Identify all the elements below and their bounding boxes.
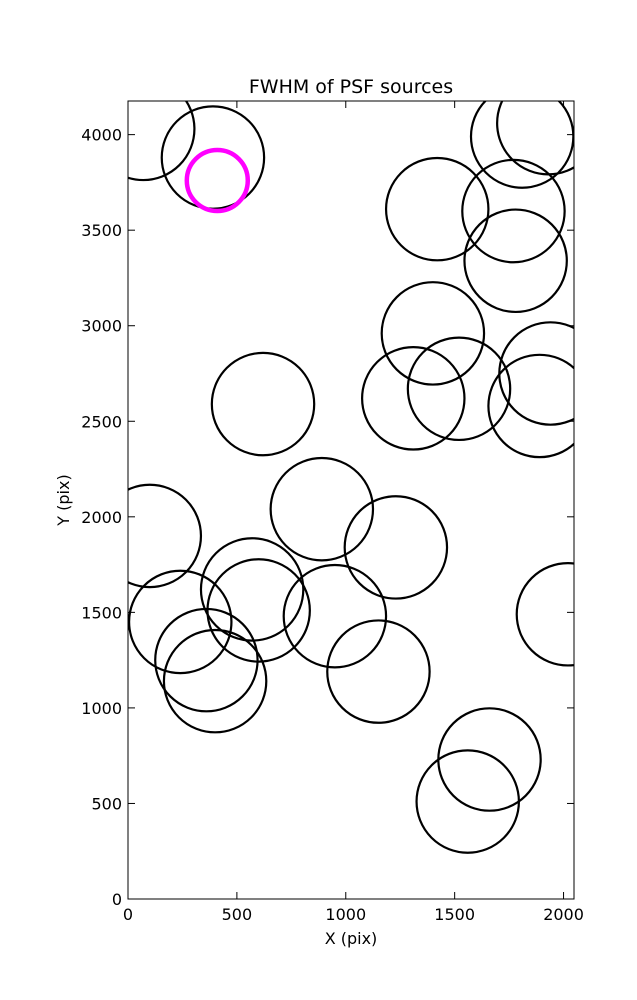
plot-markers [128,101,574,854]
psf-source-marker [469,101,574,189]
psf-source-marker [128,483,203,589]
x-tick-label: 2000 [543,905,584,924]
psf-source-marker [487,353,574,459]
psf-source-marker [269,456,375,562]
y-tick-label: 3000 [81,317,122,336]
psf-source-marker [461,158,566,264]
y-tick-label: 1500 [81,603,122,622]
axis-ticks: 0 500 1000 1500 2000 0 500 1000 1500 2000 2500 3000… [81,101,584,924]
psf-source-marker [326,619,431,724]
y-tick-label: 4000 [81,126,122,145]
y-axis-label: Y (pix) [54,474,73,526]
psf-source-marker [361,346,466,451]
y-tick-label: 2000 [81,508,122,527]
y-tick-label: 2500 [81,412,122,431]
psf-source-marker [199,537,305,642]
psf-source-marker [128,569,233,675]
psf-source-marker [406,336,512,442]
psf-source-marker [380,281,486,386]
psf-source-marker [384,156,490,262]
psf-source-marker [415,749,521,854]
y-tick-label: 3500 [81,221,122,240]
x-axis-label: X (pix) [325,929,378,948]
psf-source-marker [210,351,316,457]
psf-source-marker [343,495,449,600]
psf-source-marker [515,562,574,667]
psf-source-marker [206,558,311,663]
psf-source-marker [128,101,196,182]
psf-source-marker [154,607,259,713]
chart-title: FWHM of PSF sources [249,76,453,98]
highlight-source-marker [184,147,251,214]
y-tick-label: 1000 [81,699,122,718]
psf-source-marker [463,208,568,314]
x-tick-label: 1000 [325,905,366,924]
y-tick-label: 0 [112,890,122,909]
psf-source-marker [282,563,388,669]
x-tick-label: 0 [123,905,133,924]
plot-frame [127,100,575,900]
y-tick-label: 500 [91,794,122,813]
x-tick-label: 500 [222,905,253,924]
psf-source-marker [162,628,268,734]
x-tick-label: 1500 [434,905,475,924]
